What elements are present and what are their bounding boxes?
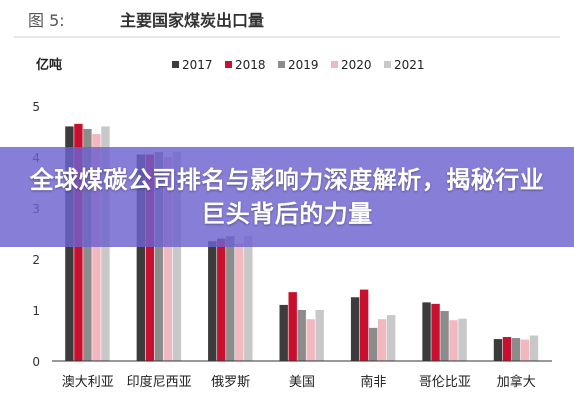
title-banner: 全球煤碳公司排名与影响力深度解析，揭秘行业巨头背后的力量 <box>0 147 574 247</box>
bar-2021-4 <box>386 315 396 361</box>
legend-swatch-2020 <box>331 61 338 68</box>
y-tick-label: 2 <box>32 253 40 267</box>
bar-2019-6 <box>511 338 521 361</box>
legend-swatch-2017 <box>172 61 179 68</box>
bar-2017-6 <box>493 339 503 361</box>
bar-2017-3 <box>279 304 288 361</box>
bar-2019-3 <box>297 310 306 361</box>
x-tick-label: 澳大利亚 <box>62 374 114 390</box>
y-tick-label: 1 <box>32 304 40 318</box>
y-tick-label: 0 <box>32 355 40 369</box>
y-axis-label: 亿吨 <box>36 57 62 73</box>
y-tick-label: 5 <box>32 100 40 114</box>
x-tick-label: 俄罗斯 <box>211 375 250 390</box>
bar-2020-5 <box>449 320 458 361</box>
bar-2018-3 <box>288 292 297 361</box>
bar-2019-5 <box>440 311 449 361</box>
figure-title: 主要国家煤炭出口量 <box>120 11 264 30</box>
bar-2021-6 <box>529 335 539 361</box>
legend-label-2020: 2020 <box>341 58 372 72</box>
bar-2017-2 <box>208 241 217 361</box>
bar-2020-3 <box>306 319 315 361</box>
legend-label-2021: 2021 <box>394 58 425 72</box>
bar-2019-4 <box>368 327 378 361</box>
bar-2020-6 <box>520 339 530 361</box>
bar-2021-1 <box>172 151 182 361</box>
bar-2021-5 <box>458 318 467 361</box>
legend: 2017 2018 2019 2020 2021 <box>172 58 425 72</box>
legend-swatch-2018 <box>225 61 232 68</box>
bar-2021-2 <box>244 236 253 361</box>
bar-2020-0 <box>92 134 101 361</box>
legend-label-2017: 2017 <box>182 58 213 72</box>
x-axis-labels: 澳大利亚 印度尼西亚 俄罗斯 美国 南非 哥伦比亚 加拿大 <box>62 374 536 390</box>
x-tick-label: 美国 <box>289 375 315 390</box>
x-tick-label: 哥伦比亚 <box>419 375 471 390</box>
x-tick-label: 加拿大 <box>497 374 536 390</box>
bar-2021-3 <box>315 310 324 361</box>
x-tick-label: 印度尼西亚 <box>127 374 192 390</box>
bar-2020-4 <box>377 319 387 361</box>
bar-2018-4 <box>359 289 369 361</box>
legend-swatch-2019 <box>278 61 285 68</box>
legend-label-2019: 2019 <box>288 58 319 72</box>
x-tick-label: 南非 <box>360 374 386 390</box>
legend-swatch-2021 <box>384 61 391 68</box>
bar-2018-5 <box>431 303 440 361</box>
bar-2018-1 <box>145 154 155 361</box>
bar-2020-1 <box>163 157 173 361</box>
bar-2019-2 <box>226 236 235 361</box>
figure-label: 图 5: <box>28 11 65 30</box>
legend-label-2018: 2018 <box>235 58 266 72</box>
bar-2017-4 <box>350 297 360 361</box>
bar-2020-2 <box>235 243 244 361</box>
bar-2018-2 <box>217 238 226 361</box>
bar-2017-5 <box>422 302 431 361</box>
bar-2019-1 <box>154 151 164 361</box>
banner-title: 全球煤碳公司排名与影响力深度解析，揭秘行业巨头背后的力量 <box>29 166 545 228</box>
bar-2017-1 <box>136 154 146 361</box>
bar-2018-6 <box>502 337 512 361</box>
